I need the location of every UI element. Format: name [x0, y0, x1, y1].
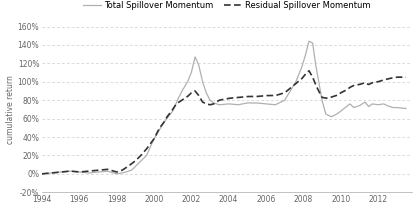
Legend: Total Spillover Momentum, Residual Spillover Momentum: Total Spillover Momentum, Residual Spill…: [83, 1, 371, 10]
Y-axis label: cumulative return: cumulative return: [6, 75, 15, 144]
